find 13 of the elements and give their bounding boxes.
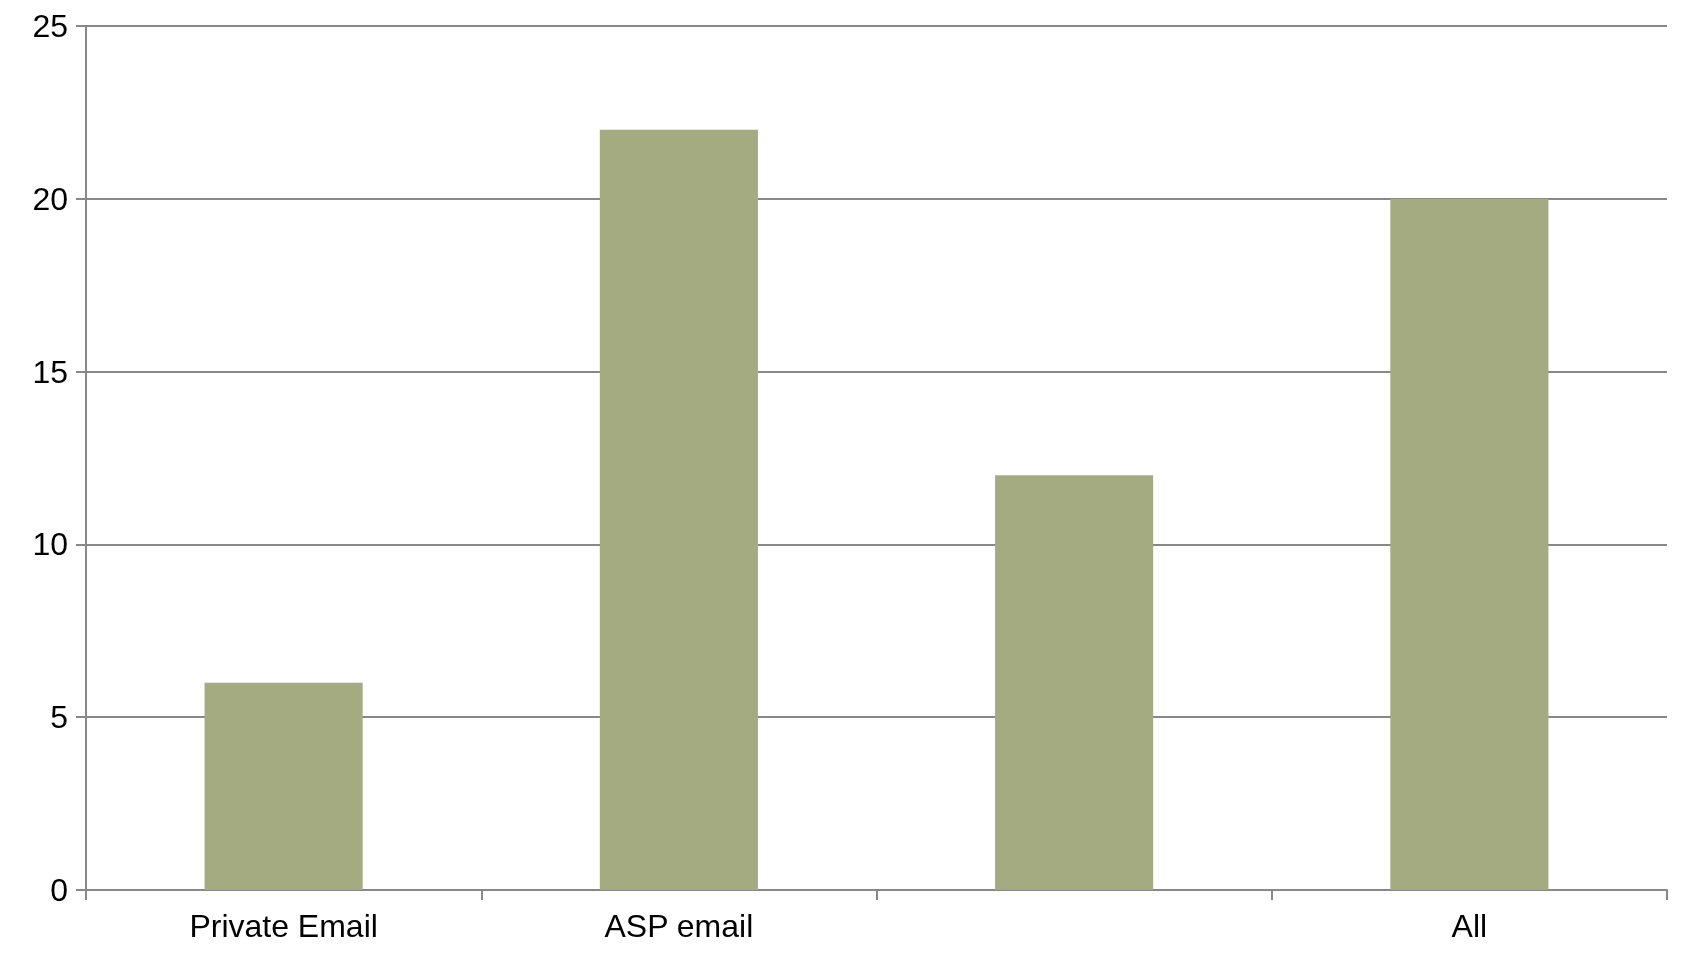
- y-tick-label: 10: [32, 526, 68, 563]
- y-tick-label: 25: [32, 8, 68, 44]
- x-tick-label: All: [1451, 908, 1488, 944]
- bar: [995, 475, 1154, 890]
- x-tick-label: Private Email: [189, 908, 378, 944]
- y-tick-label: 15: [32, 353, 68, 390]
- y-tick-label: 5: [50, 699, 68, 736]
- bar: [1390, 198, 1549, 890]
- x-tick-label: ASP email: [604, 908, 754, 944]
- y-tick-label: 20: [32, 180, 68, 217]
- bar: [599, 129, 758, 890]
- bar: [204, 682, 363, 890]
- y-tick-label: 0: [50, 872, 68, 908]
